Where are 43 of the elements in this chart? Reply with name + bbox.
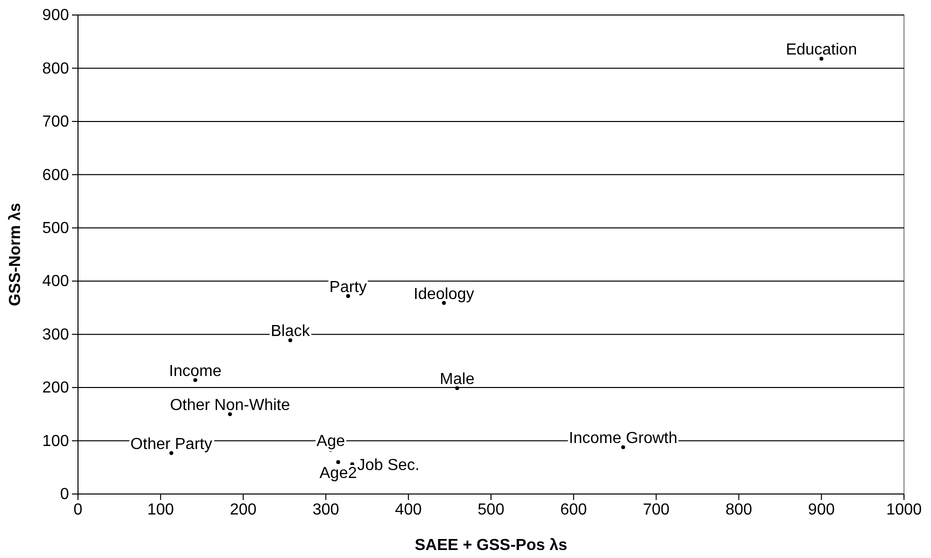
x-axis-title: SAEE + GSS-Pos λs — [414, 537, 568, 554]
x-tick-label: 500 — [478, 501, 504, 518]
x-tick-label: 100 — [147, 501, 174, 518]
x-tick-label: 700 — [642, 501, 670, 518]
data-label: Job Sec. — [357, 457, 420, 474]
x-tick-label: 400 — [395, 501, 422, 518]
data-label: Ideology — [414, 286, 474, 303]
data-label: Party — [329, 279, 367, 296]
y-axis-title: GSS-Norm λs — [7, 202, 24, 306]
data-label: Age — [316, 432, 346, 450]
y-tick-label: 400 — [42, 273, 70, 290]
x-tick-label: 300 — [312, 501, 340, 518]
point — [169, 451, 174, 455]
x-tick-label: 900 — [808, 501, 835, 518]
point — [621, 445, 626, 450]
point — [455, 386, 460, 390]
x-tick-label: 800 — [725, 501, 752, 518]
x-tick-label: 600 — [560, 501, 588, 518]
data-label: Other Party — [130, 436, 212, 454]
point — [193, 378, 198, 382]
point — [288, 338, 292, 342]
y-tick-label: 100 — [42, 432, 70, 450]
point — [819, 56, 824, 61]
data-label: Age2 — [320, 465, 357, 482]
y-tick-label: 700 — [42, 114, 70, 131]
x-tick-label: 0 — [74, 501, 83, 518]
y-tick-label: 200 — [42, 380, 70, 397]
point — [228, 412, 232, 416]
y-tick-label: 900 — [42, 7, 70, 24]
x-tick-label: 200 — [230, 501, 257, 518]
y-tick-label: 800 — [42, 60, 70, 78]
y-tick-label: 500 — [42, 220, 70, 238]
data-label: Income Growth — [568, 430, 678, 448]
y-tick-label: 300 — [42, 326, 70, 344]
data-label: Male — [440, 371, 475, 388]
y-tick-label: 600 — [42, 166, 70, 184]
data-label: Income — [169, 363, 222, 380]
data-label: Education — [786, 42, 857, 59]
x-tick-label: 1000 — [886, 501, 922, 518]
point — [336, 460, 340, 464]
data-label: Black — [270, 323, 311, 340]
y-tick-label: 0 — [60, 486, 70, 504]
data-label: Other Non-White — [170, 397, 290, 414]
